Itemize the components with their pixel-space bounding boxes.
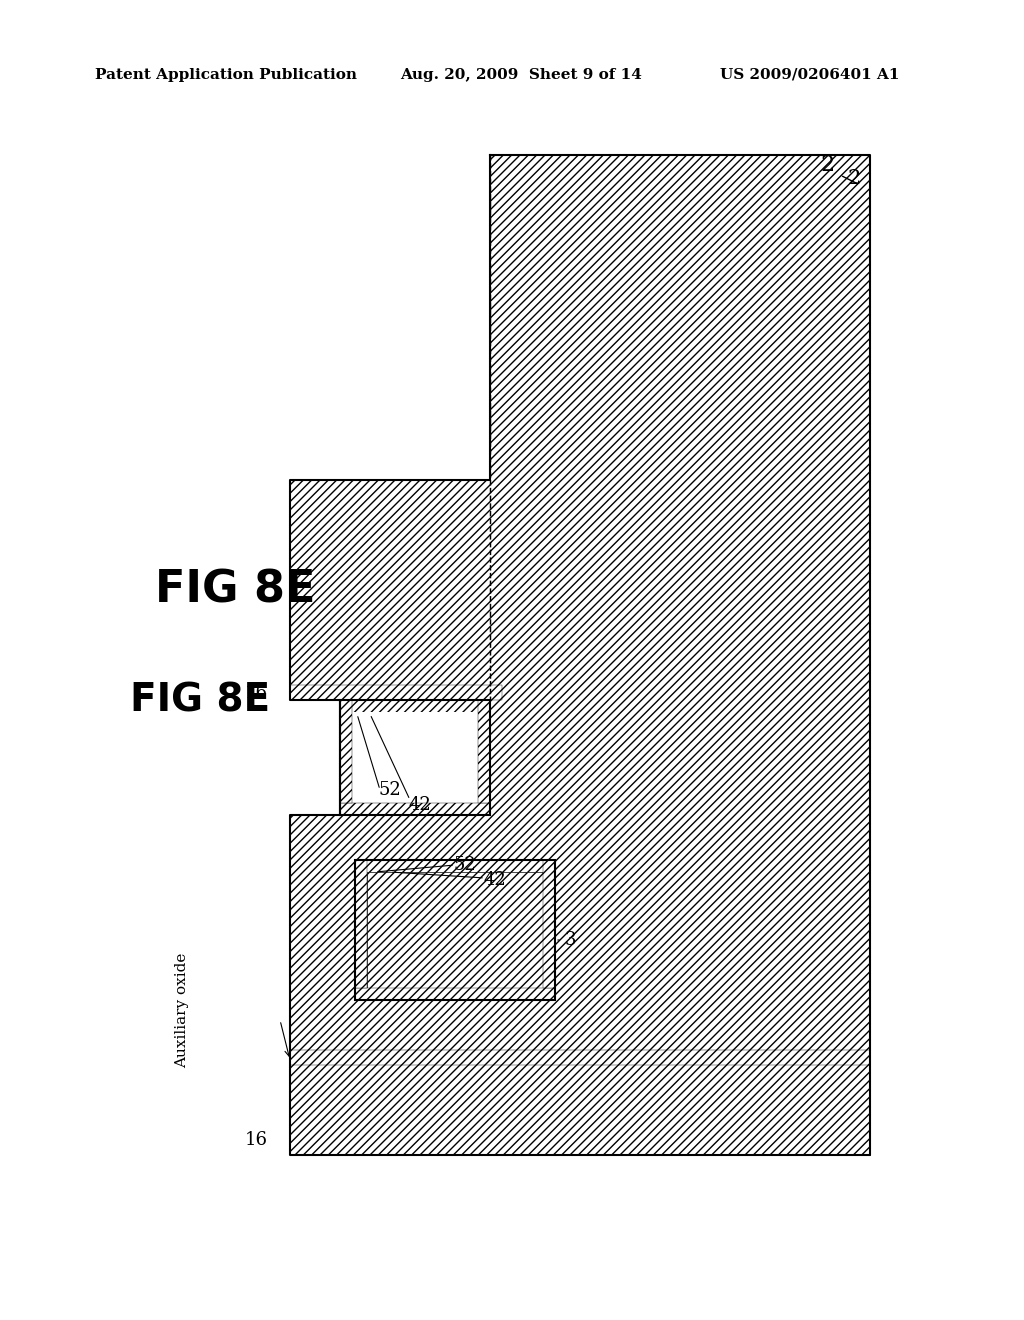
Text: FIG 8E: FIG 8E xyxy=(130,681,270,719)
Text: 42: 42 xyxy=(483,871,507,888)
Text: Auxiliary oxide: Auxiliary oxide xyxy=(175,952,189,1068)
Polygon shape xyxy=(290,154,870,1155)
Text: 3: 3 xyxy=(565,931,577,949)
Text: Aug. 20, 2009  Sheet 9 of 14: Aug. 20, 2009 Sheet 9 of 14 xyxy=(400,69,642,82)
Bar xyxy=(340,803,490,814)
Bar xyxy=(478,700,490,803)
Text: FIG 8E: FIG 8E xyxy=(155,569,315,611)
Bar xyxy=(340,700,352,803)
Text: Patent Application Publication: Patent Application Publication xyxy=(95,69,357,82)
Text: 42: 42 xyxy=(409,796,431,814)
Text: 16: 16 xyxy=(245,1131,268,1148)
Text: US 2009/0206401 A1: US 2009/0206401 A1 xyxy=(720,69,899,82)
Text: 52: 52 xyxy=(379,781,401,799)
Text: 2: 2 xyxy=(820,154,835,176)
Bar xyxy=(543,861,555,987)
Text: 52: 52 xyxy=(454,855,476,874)
Bar xyxy=(340,700,490,814)
Text: 16: 16 xyxy=(245,684,268,702)
Bar xyxy=(355,861,367,987)
Text: 2: 2 xyxy=(848,169,861,187)
Bar xyxy=(290,685,502,700)
Bar xyxy=(352,711,478,803)
Bar xyxy=(355,861,555,1001)
Bar xyxy=(290,1049,870,1065)
Bar xyxy=(355,987,555,1001)
Bar xyxy=(367,873,543,987)
